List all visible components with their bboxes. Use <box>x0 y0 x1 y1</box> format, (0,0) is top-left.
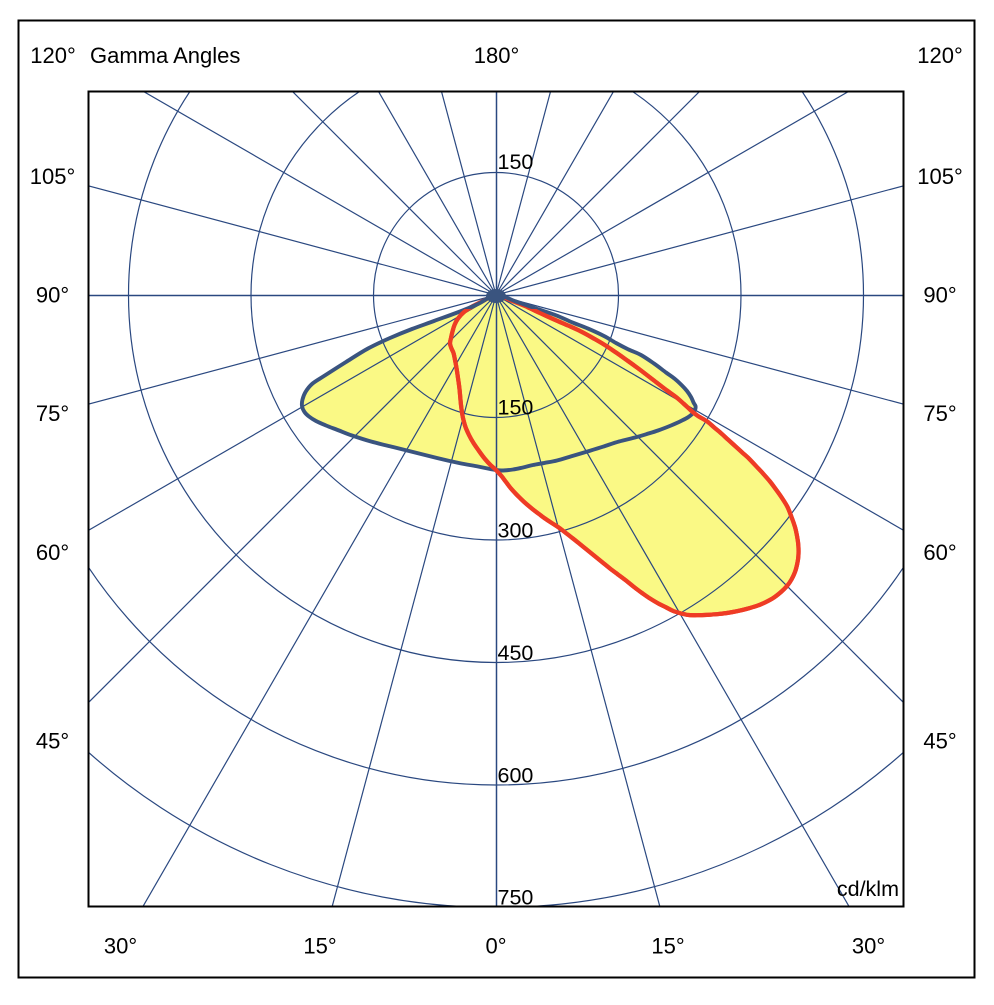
svg-text:45°: 45° <box>36 729 69 754</box>
svg-text:450: 450 <box>498 641 534 665</box>
svg-text:90°: 90° <box>923 283 956 308</box>
svg-text:75°: 75° <box>36 401 69 426</box>
svg-text:90°: 90° <box>36 283 69 308</box>
svg-text:300: 300 <box>498 519 534 543</box>
svg-text:30°: 30° <box>104 934 137 959</box>
svg-text:105°: 105° <box>917 164 963 189</box>
svg-text:15°: 15° <box>303 934 336 959</box>
svg-text:120°: 120° <box>30 43 76 68</box>
svg-text:600: 600 <box>498 764 534 788</box>
svg-text:120°: 120° <box>917 43 963 68</box>
svg-text:30°: 30° <box>852 934 885 959</box>
svg-text:75°: 75° <box>923 401 956 426</box>
svg-text:cd/klm: cd/klm <box>837 877 899 901</box>
svg-text:105°: 105° <box>30 164 76 189</box>
svg-text:150: 150 <box>498 150 534 174</box>
svg-text:15°: 15° <box>651 934 684 959</box>
svg-text:60°: 60° <box>923 540 956 565</box>
svg-text:150: 150 <box>498 396 534 420</box>
svg-text:Gamma Angles: Gamma Angles <box>90 43 240 68</box>
svg-text:0°: 0° <box>485 934 506 959</box>
svg-text:60°: 60° <box>36 540 69 565</box>
svg-text:180°: 180° <box>474 43 520 68</box>
svg-text:45°: 45° <box>923 729 956 754</box>
